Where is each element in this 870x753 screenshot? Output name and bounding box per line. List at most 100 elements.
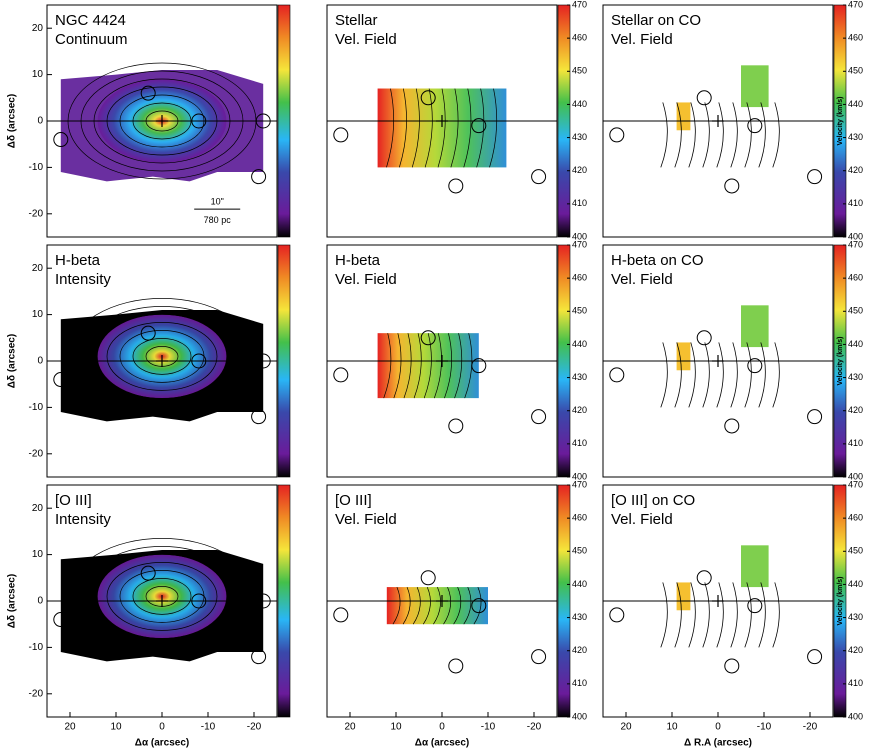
colorbar-tick-label: 420 [572,405,587,415]
x-tick-label: -10 [481,722,496,733]
source-marker [532,170,546,184]
contour [661,582,668,647]
source-marker [610,608,624,622]
map [378,333,479,398]
annotation: 780 pc [204,215,232,225]
map [661,65,780,167]
contour [731,342,738,407]
colorbar [558,5,570,237]
panel: H-betaVel. Field400410420430440450460470 [327,239,587,481]
source-marker [334,128,348,142]
panel: Stellar on COVel. Field40041042043044045… [603,0,863,241]
x-tick-label: 0 [159,722,165,733]
y-tick-label: 10 [32,309,44,320]
colorbar-tick-label: 460 [848,273,863,283]
contour [717,342,724,407]
map-region [741,305,769,347]
y-tick-label: -10 [29,402,44,413]
colorbar-tick-label: 460 [848,513,863,523]
source-marker [334,368,348,382]
colorbar-tick-label: 410 [848,198,863,208]
colorbar-tick-label: 420 [572,165,587,175]
colorbar-tick-label: 420 [572,645,587,655]
colorbar-tick-label: 430 [848,612,863,622]
panel-title: H-beta [335,252,381,269]
source-marker [697,331,711,345]
colorbar-tick-label: 450 [572,546,587,556]
colorbar [278,245,290,477]
y-tick-label: 20 [32,503,44,514]
map-region [677,342,691,370]
annotation: 10" [211,197,224,207]
y-tick-label: -20 [29,688,44,699]
colorbar-tick-label: 400 [572,711,587,721]
x-tick-label: -20 [803,722,818,733]
colorbar-tick-label: 460 [572,33,587,43]
colorbar-tick-label: 450 [848,66,863,76]
contour [759,342,766,407]
colorbar-tick-label: 420 [848,165,863,175]
y-tick-label: 0 [37,596,43,607]
y-tick-label: 0 [37,356,43,367]
colorbar-tick-label: 420 [848,645,863,655]
figure: NGC 4424 Continuum 10" 780 pc -20 -10 0 10 20 Δδ … [0,0,870,753]
x-tick-label: 0 [439,722,445,733]
contour [773,582,780,647]
contour [745,102,752,167]
x-tick-label: -10 [201,722,216,733]
contour [773,342,780,407]
panel-title: Vel. Field [335,511,397,528]
map-region [741,545,769,587]
colorbar-tick-label: 470 [848,239,863,249]
contour [731,102,738,167]
y-tick-label: 10 [32,549,44,560]
colorbar-tick-label: 430 [572,612,587,622]
colorbar [278,485,290,717]
x-axis-label: Δ R.A (arcsec) [684,738,752,749]
panel-title: Stellar [335,12,378,29]
colorbar [558,485,570,717]
source-marker [808,650,822,664]
x-tick-label: 0 [715,722,721,733]
colorbar-tick-label: 440 [848,339,863,349]
map-region [741,65,769,107]
panel-title: Continuum [55,31,128,48]
contour [703,582,710,647]
map [661,305,780,407]
panel-title: Vel. Field [335,271,397,288]
y-axis-label: Δδ (arcsec) [7,574,18,628]
panel: H-beta on COVel. Field400410420430440450… [603,239,863,481]
panel-title: NGC 4424 [55,12,126,29]
source-marker [449,419,463,433]
x-tick-label: 10 [666,722,678,733]
y-tick-label: -10 [29,642,44,653]
source-marker [610,128,624,142]
source-marker [725,179,739,193]
colorbar-tick-label: 440 [572,579,587,589]
y-tick-label: 20 [32,23,44,34]
colorbar-tick-label: 440 [572,99,587,109]
source-marker [334,608,348,622]
map [387,587,488,624]
colorbar-tick-label: 430 [572,372,587,382]
map [661,545,780,647]
contour [703,342,710,407]
contour [745,582,752,647]
colorbar-tick-label: 450 [848,546,863,556]
source-marker [697,571,711,585]
panel-title: Intensity [55,511,111,528]
y-tick-label: -10 [29,162,44,173]
colorbar-tick-label: 410 [848,438,863,448]
colorbar-tick-label: 460 [572,273,587,283]
x-tick-label: 20 [64,722,76,733]
panel-title: Intensity [55,271,111,288]
source-marker [808,410,822,424]
x-tick-label: -10 [757,722,772,733]
colorbar-tick-label: 450 [848,306,863,316]
source-marker [449,179,463,193]
y-tick-label: 10 [32,69,44,80]
contour [661,102,668,167]
contour [759,582,766,647]
contour [773,102,780,167]
